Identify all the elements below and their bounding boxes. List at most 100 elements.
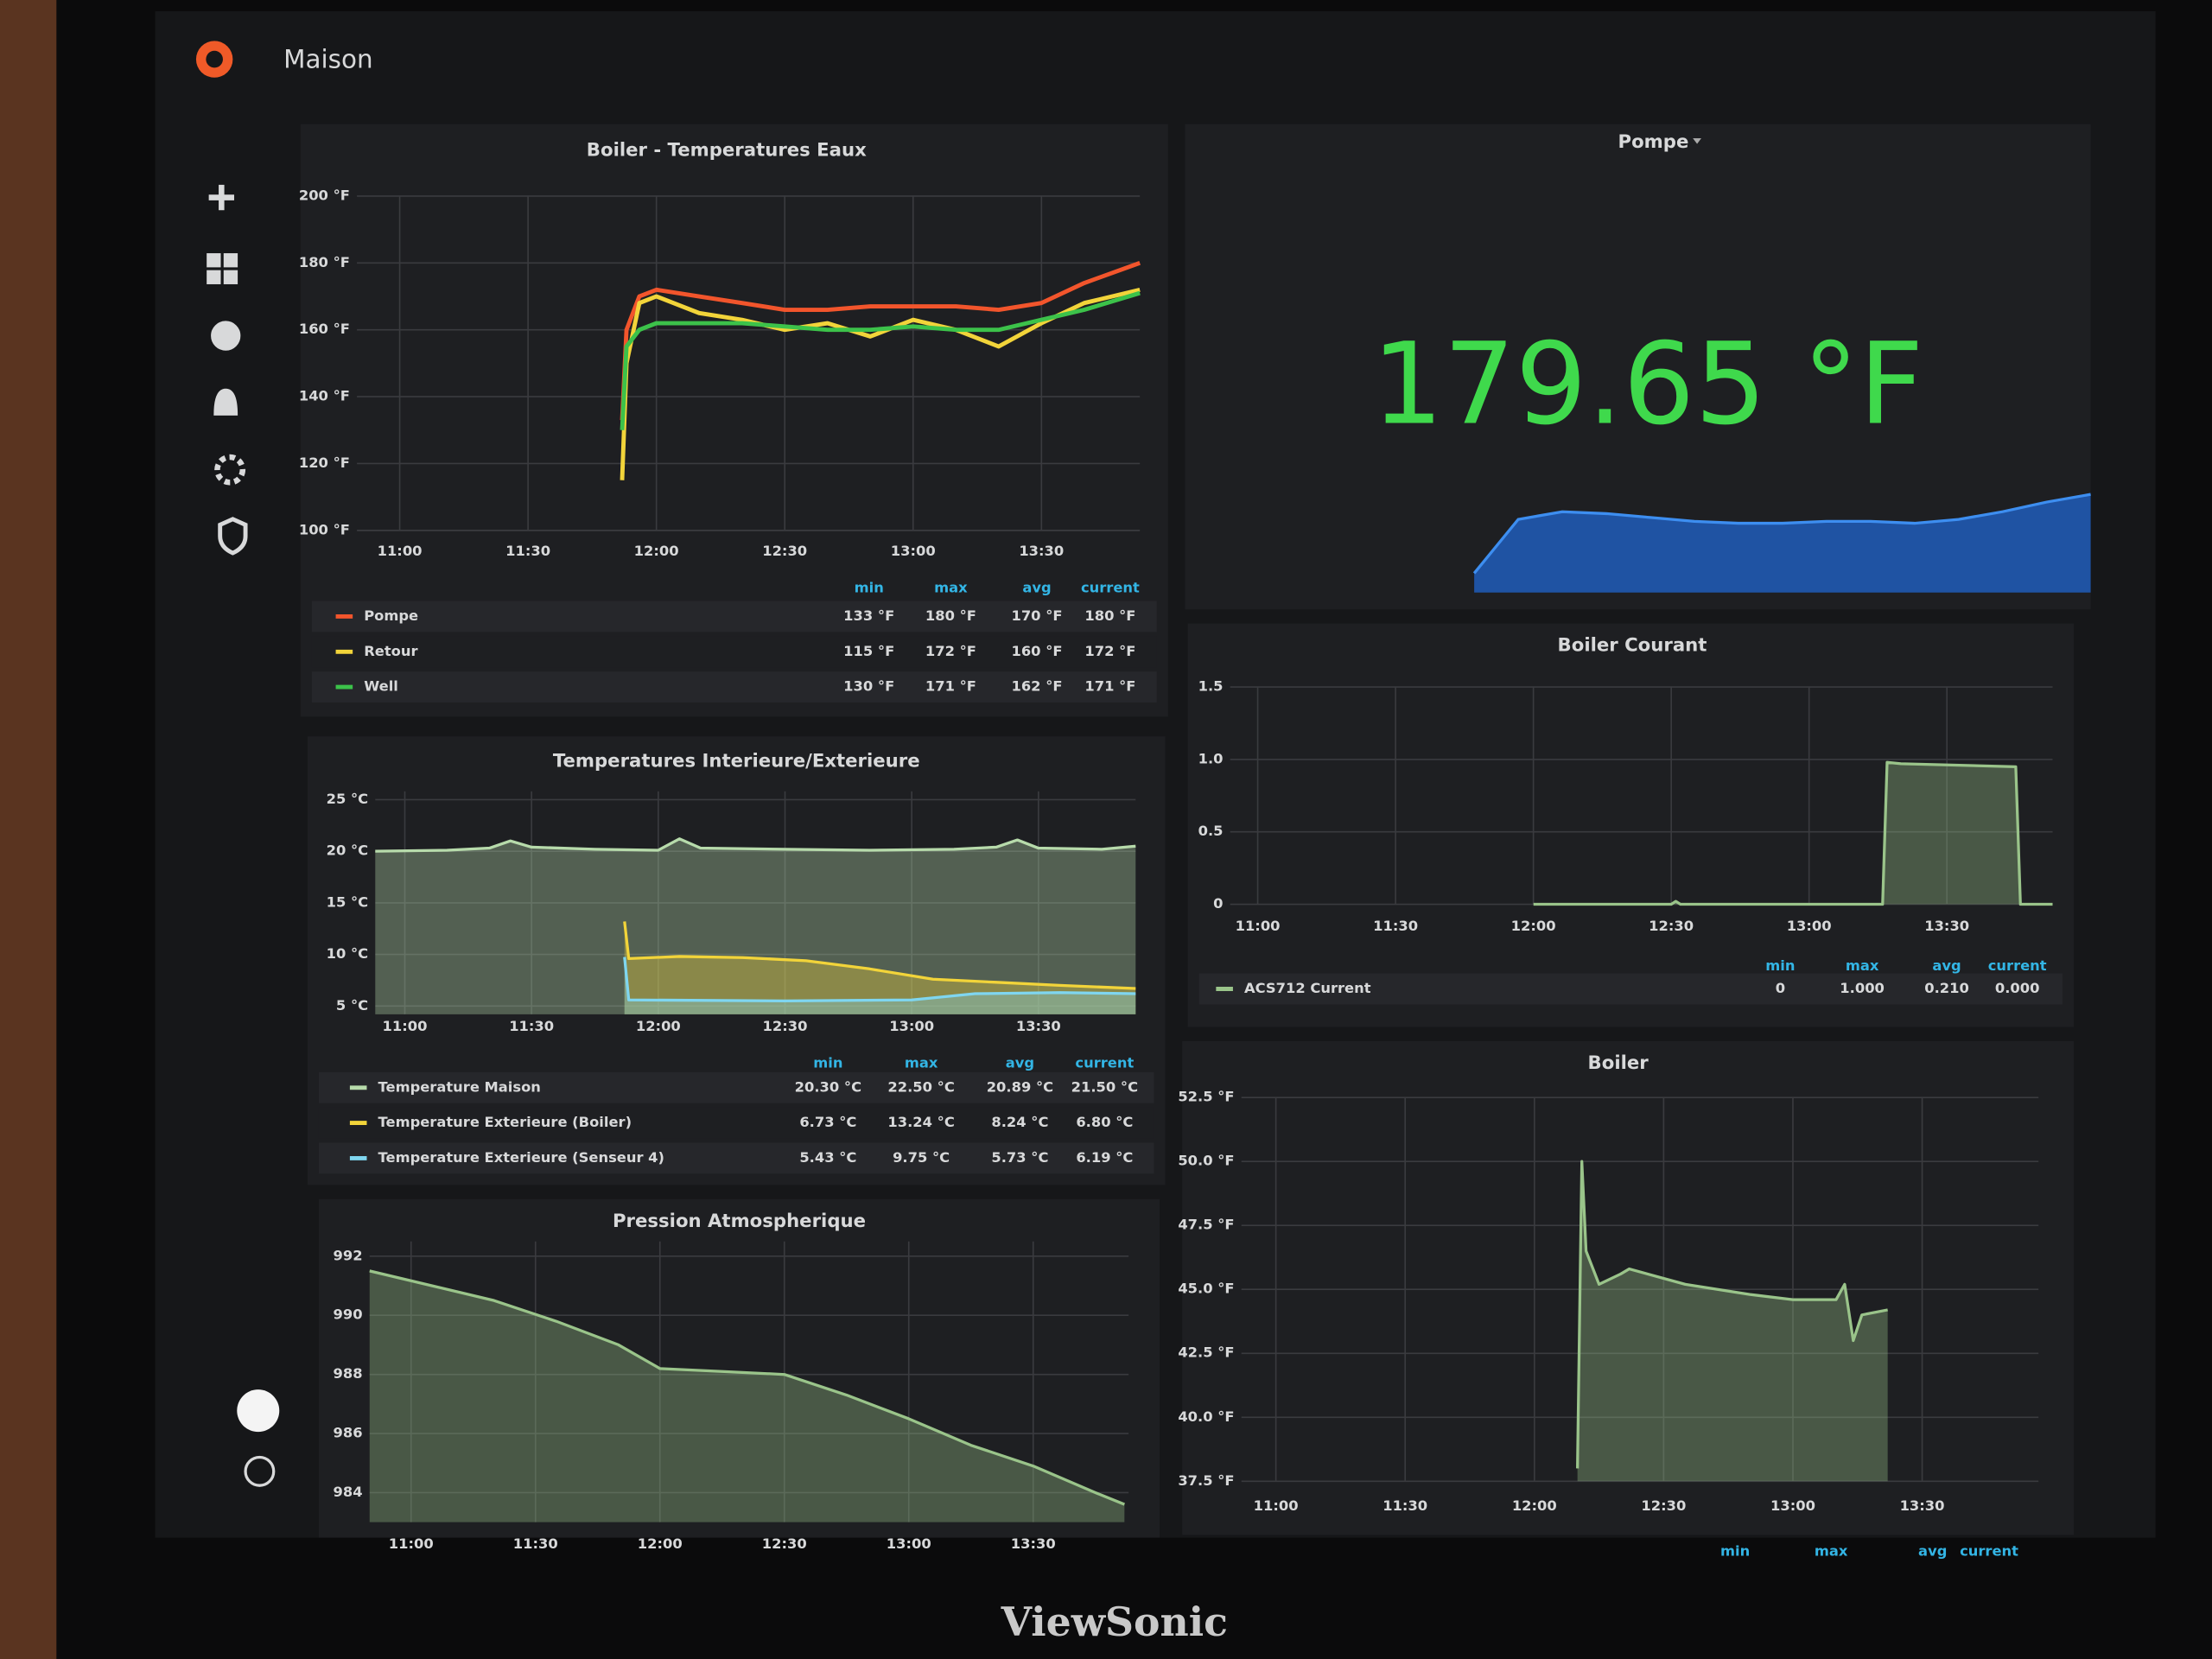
y-tick-label: 15 °C	[327, 893, 369, 910]
legend-value: 5.73 °C	[991, 1149, 1048, 1166]
legend-value: 9.75 °C	[893, 1149, 950, 1166]
legend-value: 171 °F	[1084, 678, 1135, 695]
x-tick-label: 13:30	[1900, 1497, 1945, 1514]
legend-column-header[interactable]: max	[934, 579, 968, 595]
legend-value: 172 °F	[925, 643, 976, 659]
x-tick-label: 13:30	[1011, 1535, 1056, 1552]
x-tick-label: 11:30	[505, 543, 550, 559]
legend-value: 13.24 °C	[887, 1114, 954, 1130]
legend-column-header[interactable]: max	[1846, 957, 1879, 974]
x-tick-label: 11:00	[383, 1018, 428, 1034]
dashboard-title[interactable]: Maison	[283, 45, 372, 74]
panel-title[interactable]: Pression Atmospherique	[613, 1211, 866, 1232]
y-tick-label: 984	[334, 1484, 363, 1500]
x-tick-label: 12:00	[638, 1535, 683, 1552]
x-tick-label: 13:00	[1787, 918, 1832, 934]
legend-column-header[interactable]: current	[1081, 579, 1140, 595]
legend-column-header[interactable]: avg	[1006, 1055, 1034, 1071]
legend-name[interactable]: Well	[364, 678, 398, 695]
series-line	[620, 261, 1141, 421]
x-tick-label: 12:00	[1512, 1497, 1557, 1514]
y-tick-label: 988	[334, 1365, 363, 1382]
series-area	[1577, 1161, 1888, 1482]
alert-icon[interactable]	[213, 388, 238, 416]
panel-title[interactable]: Boiler	[1588, 1052, 1649, 1074]
legend-column-header[interactable]: avg	[1022, 579, 1051, 595]
y-tick-label: 20 °C	[327, 842, 369, 859]
explore-icon[interactable]	[211, 321, 241, 351]
legend-column-header[interactable]: current	[1960, 1542, 2018, 1559]
legend-column-header[interactable]: max	[905, 1055, 938, 1071]
legend-name[interactable]: Pompe	[364, 607, 418, 624]
x-tick-label: 13:00	[887, 1535, 931, 1552]
y-tick-label: 986	[334, 1425, 363, 1441]
legend-column-header[interactable]: max	[1815, 1542, 1848, 1559]
legend-column-header[interactable]: min	[1765, 957, 1795, 974]
series-line	[1533, 760, 2053, 906]
legend-name[interactable]: Retour	[364, 643, 417, 659]
series-line	[1576, 1160, 1888, 1469]
legend-value: 0.000	[1995, 980, 2040, 996]
legend-column-header[interactable]: min	[855, 579, 884, 595]
legend-value: 180 °F	[1084, 607, 1135, 624]
dropdown-caret[interactable]	[1693, 138, 1701, 144]
y-tick-label: 42.5 °F	[1178, 1344, 1234, 1361]
x-tick-label: 11:30	[1382, 1497, 1427, 1514]
legend-name[interactable]: Temperature Exterieure (Senseur 4)	[378, 1149, 664, 1166]
panel-title[interactable]: Boiler - Temperatures Eaux	[587, 140, 867, 162]
x-tick-label: 11:30	[509, 1018, 554, 1034]
sidebar	[207, 184, 280, 1487]
monitor-brand: ViewSonic	[1001, 1599, 1228, 1645]
x-tick-label: 11:00	[1254, 1497, 1299, 1514]
x-tick-label: 13:00	[891, 543, 936, 559]
series-area	[375, 838, 1136, 1014]
x-tick-label: 11:00	[1236, 918, 1281, 934]
x-tick-label: 12:30	[1641, 1497, 1686, 1514]
x-tick-label: 11:30	[513, 1535, 558, 1552]
user-avatar[interactable]	[237, 1389, 280, 1433]
x-tick-label: 12:30	[763, 1018, 808, 1034]
y-tick-label: 990	[334, 1306, 363, 1323]
stat-title[interactable]: Pompe	[1618, 131, 1689, 153]
x-tick-label: 12:30	[1649, 918, 1694, 934]
y-tick-label: 45.0 °F	[1178, 1281, 1234, 1297]
panel-title[interactable]: Temperatures Interieure/Exterieure	[553, 751, 920, 772]
legend-value: 133 °F	[843, 607, 894, 624]
add-icon[interactable]	[208, 184, 235, 211]
legend-name[interactable]: ACS712 Current	[1244, 980, 1371, 996]
admin-icon[interactable]	[218, 517, 248, 556]
legend-column-header[interactable]: min	[813, 1055, 842, 1071]
settings-icon[interactable]	[214, 454, 246, 486]
legend-column-header[interactable]: min	[1720, 1542, 1750, 1559]
legend-name[interactable]: Temperature Exterieure (Boiler)	[378, 1114, 632, 1130]
stat-value: 179.65 °F	[1371, 319, 1923, 450]
legend-value: 22.50 °C	[887, 1078, 954, 1095]
series-line	[623, 921, 1136, 990]
legend-column-header[interactable]: avg	[1918, 1542, 1947, 1559]
legend-column-header[interactable]: current	[1075, 1055, 1134, 1071]
x-tick-label: 12:00	[636, 1018, 681, 1034]
x-tick-label: 13:00	[1770, 1497, 1815, 1514]
panel: Temperatures Interieure/Exterieure 5 °C 10…	[307, 736, 1166, 1185]
panel-title[interactable]: Boiler Courant	[1558, 635, 1707, 657]
legend-name[interactable]: Temperature Maison	[378, 1078, 541, 1095]
help-icon[interactable]	[244, 1455, 276, 1487]
series-area	[369, 1270, 1125, 1522]
legend-column-header[interactable]: current	[1988, 957, 2047, 974]
legend-value: 6.80 °C	[1076, 1114, 1133, 1130]
panel-bg	[1182, 1040, 2074, 1535]
legend-column-header[interactable]: avg	[1932, 957, 1961, 974]
legend-value: 21.50 °C	[1071, 1078, 1138, 1095]
legend-row-bg	[318, 1107, 1154, 1139]
y-tick-label: 50.0 °F	[1178, 1153, 1234, 1169]
x-tick-label: 11:00	[389, 1535, 434, 1552]
panel: Pression Atmospherique 984 986 988 990 992 11:…	[318, 1198, 1160, 1552]
dashboards-icon[interactable]	[207, 253, 238, 284]
series-line	[369, 1269, 1125, 1506]
series-line	[620, 287, 1141, 480]
legend-value: 6.73 °C	[799, 1114, 856, 1130]
y-tick-label: 120 °F	[299, 454, 350, 471]
x-tick-label: 11:30	[1373, 918, 1418, 934]
sparkline	[1472, 493, 2091, 575]
